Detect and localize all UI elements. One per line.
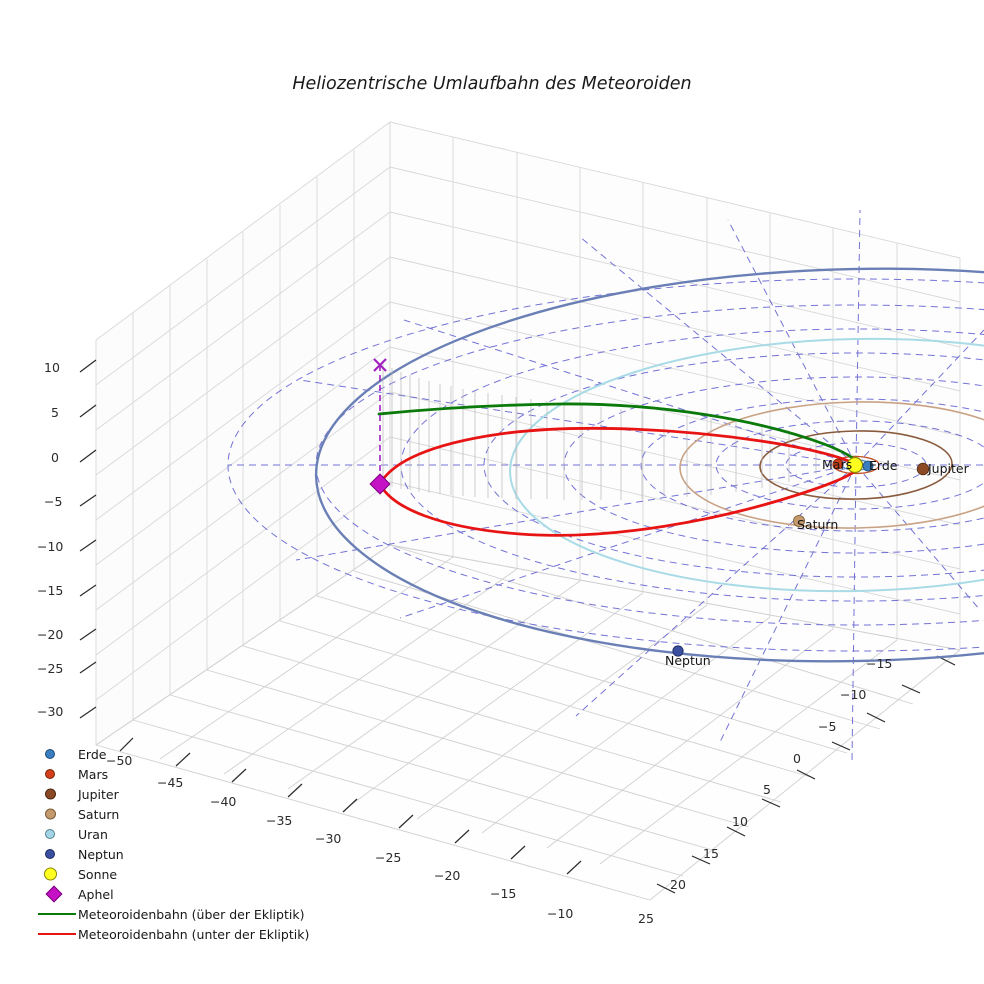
legend-marker-8: [34, 904, 78, 924]
z-tick-tick-7: −25: [37, 661, 64, 676]
z-tick-tick-8: −30: [37, 704, 64, 719]
legend-line-icon: [38, 933, 76, 935]
legend-label: Sonne: [78, 866, 118, 882]
axes-panes: [96, 122, 960, 900]
x-tick-tick-1: −45: [157, 775, 184, 790]
x-tick-tick-8: −10: [547, 906, 574, 921]
y-tick-tick-4: 5: [763, 782, 771, 797]
legend-label: Uran: [78, 826, 108, 842]
meteoroid-orbit-above: [377, 402, 862, 467]
y-tick-tick-1: 20: [670, 877, 686, 892]
body-sonne: [846, 456, 864, 474]
legend-item-sonne[interactable]: Sonne: [34, 864, 334, 884]
legend-label: Neptun: [78, 846, 124, 862]
legend-dot-icon: [43, 867, 57, 881]
legend-label: Meteoroidenbahn (über der Ekliptik): [78, 906, 305, 922]
meteoroid-orbit-below-upper: [378, 426, 862, 486]
legend-dot-icon: [45, 749, 55, 759]
legend-dot-icon: [45, 849, 55, 859]
legend-marker-0: [34, 744, 78, 764]
meteoroid-orbit-below: [378, 466, 860, 537]
annotation-saturn: Saturn: [797, 517, 839, 532]
legend: Erde Mars Jupiter Saturn Uran Neptun Sonne Aphe…: [34, 744, 334, 944]
body-saturn: [793, 515, 806, 528]
y-tick-tick-7: −10: [840, 687, 867, 702]
body-neptun: [672, 645, 684, 657]
legend-label: Aphel: [78, 886, 114, 902]
aphelion-projection-marker: [373, 358, 387, 372]
orbit-saturn: [679, 401, 984, 529]
legend-label: Mars: [78, 766, 109, 782]
x-tick-tick-6: −20: [434, 868, 461, 883]
z-tick-tick-5: −15: [37, 583, 64, 598]
orbit-uran: [509, 337, 984, 593]
y-tick-tick-8: −15: [866, 656, 893, 671]
x-tick-tick-5: −25: [375, 850, 402, 865]
body-jupiter: [916, 462, 930, 476]
legend-item-mars[interactable]: Mars: [34, 764, 334, 784]
x-tick-tick-4: −30: [315, 831, 342, 846]
body-erde: [862, 460, 874, 472]
legend-marker-4: [34, 824, 78, 844]
legend-item-meteoroidenbahn-unter-der-ekliptik[interactable]: Meteoroidenbahn (unter der Ekliptik): [34, 924, 334, 944]
legend-dot-icon: [44, 808, 56, 820]
x-tick-tick-7: −15: [490, 886, 517, 901]
x-tick-tick-3: −35: [266, 813, 293, 828]
legend-dot-icon: [45, 829, 55, 839]
orbit-jupiter: [759, 430, 953, 500]
y-tick-tick-5: 0: [793, 751, 801, 766]
legend-item-erde[interactable]: Erde: [34, 744, 334, 764]
aphelion-group: [369, 358, 391, 495]
z-tick-tick-6: −20: [37, 627, 64, 642]
legend-marker-5: [34, 844, 78, 864]
legend-marker-6: [34, 864, 78, 884]
axis-ticks: [79, 359, 956, 894]
legend-line-icon: [38, 913, 76, 915]
legend-item-aphel[interactable]: Aphel: [34, 884, 334, 904]
meteoroid-orbit: [377, 402, 862, 537]
legend-marker-7: [34, 884, 78, 904]
orbit-drop-stems: [382, 362, 817, 500]
legend-marker-2: [34, 784, 78, 804]
planet-orbits: [314, 267, 984, 663]
legend-marker-9: [34, 924, 78, 944]
legend-label: Jupiter: [78, 786, 119, 802]
aphelion-marker: [369, 473, 391, 495]
legend-dot-icon: [44, 788, 56, 800]
legend-marker-1: [34, 764, 78, 784]
z-tick-tick-3: −5: [44, 494, 63, 509]
x-tick-tick-2: −40: [210, 794, 237, 809]
y-tick-tick-6: −5: [818, 719, 837, 734]
z-tick-tick-0: 10: [44, 360, 60, 375]
celestial-bodies: [672, 456, 930, 657]
legend-label: Erde: [78, 746, 107, 762]
legend-label: Meteoroidenbahn (unter der Ekliptik): [78, 926, 310, 942]
z-tick-tick-4: −10: [37, 539, 64, 554]
orbit-neptun: [314, 267, 984, 663]
legend-item-jupiter[interactable]: Jupiter: [34, 784, 334, 804]
y-tick-tick-3: 10: [732, 814, 748, 829]
legend-diamond-icon: [45, 885, 63, 903]
legend-item-saturn[interactable]: Saturn: [34, 804, 334, 824]
legend-item-uran[interactable]: Uran: [34, 824, 334, 844]
legend-dot-icon: [45, 769, 55, 779]
x-tick-tick-0: −50: [106, 753, 133, 768]
plot-title: Heliozentrische Umlaufbahn des Meteoroid…: [292, 74, 692, 94]
legend-marker-3: [34, 804, 78, 824]
annotation-neptun: Neptun: [665, 653, 711, 668]
annotation-jupiter: Jupiter: [928, 461, 969, 476]
legend-item-neptun[interactable]: Neptun: [34, 844, 334, 864]
legend-label: Saturn: [78, 806, 120, 822]
y-tick-tick-0: 25: [638, 911, 654, 926]
z-tick-tick-2: 0: [51, 450, 59, 465]
annotation-erde: Erde: [869, 458, 898, 473]
annotation-mars: Mars: [822, 457, 853, 472]
z-tick-tick-1: 5: [51, 405, 59, 420]
body-mars: [832, 458, 844, 470]
legend-item-meteoroidenbahn-ber-der-ekliptik[interactable]: Meteoroidenbahn (über der Ekliptik): [34, 904, 334, 924]
y-tick-tick-2: 15: [703, 846, 719, 861]
